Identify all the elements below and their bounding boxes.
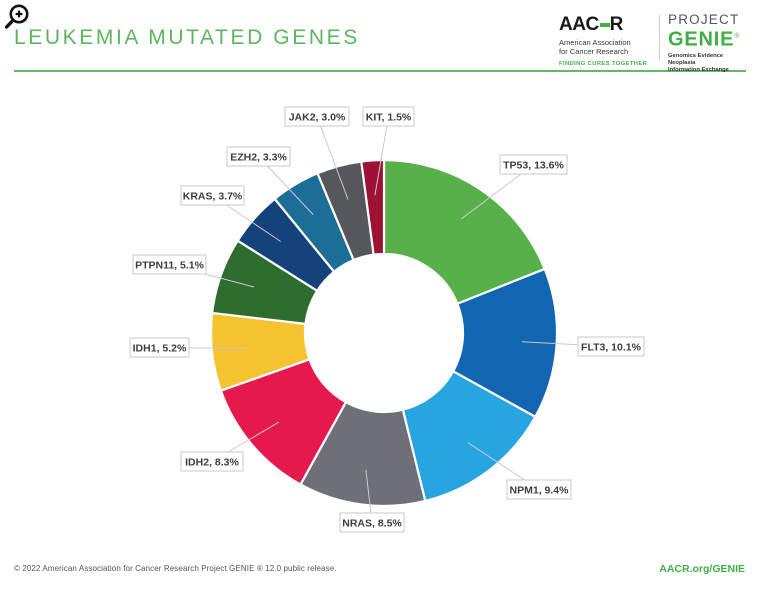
aacr-word-right: R [609,14,624,35]
label-text-ezh2: EZH2, 3.3% [230,151,287,163]
genie-subtitle-line1: Genomics Evidence Neoplasia [668,52,724,66]
label-box-idh2 [180,451,244,472]
leader-line-kit [374,116,389,196]
aacr-word-left: AAC [559,14,599,35]
genie-reg-mark: ® [734,33,741,40]
label-text-kit: KIT, 1.5% [366,111,412,123]
label-box-ezh2 [226,146,291,167]
aacr-subtitle: American Association for Cancer Research [559,38,651,56]
leader-line-jak2 [316,116,349,200]
aacr-tagline: FINDING CURES TOGETHER [559,61,648,67]
aacr-wordmark: AAC R [559,15,651,35]
genie-word: GENIE [668,28,735,51]
label-box-tp53 [499,154,568,175]
label-box-kras [180,185,245,206]
donut-slice-npm1 [401,369,537,503]
label-text-ptpn11: PTPN11, 5.1% [135,259,205,271]
label-box-jak2 [284,106,350,127]
label-box-idh1 [129,337,190,358]
label-box-flt3 [577,336,645,357]
logo-divider [659,15,660,61]
aacr-subtitle-line2: for Cancer Research [559,47,629,56]
donut-slice-tp53 [382,158,547,306]
aacr-logo: AAC R American Association for Cancer Res… [559,13,651,68]
label-text-tp53: TP53, 13.6% [503,159,564,171]
label-box-npm1 [506,479,572,500]
label-text-jak2: JAK2, 3.0% [289,111,346,123]
label-text-kras: KRAS, 3.7% [183,190,243,202]
genie-wordmark: GENIE® [668,27,752,50]
genie-subtitle: Genomics Evidence Neoplasia Information … [668,53,752,74]
project-genie-logo: PROJECT GENIE® Genomics Evidence Neoplas… [668,13,752,74]
donut-slice-kit [360,158,386,256]
logo-area: AAC R American Association for Cancer Res… [559,13,752,74]
label-box-nras [339,512,405,533]
label-box-ptpn11 [132,254,207,275]
aacr-genie-link[interactable]: AACR.org/GENIE [659,563,745,575]
zoom-in-magnifier-icon[interactable] [3,2,33,32]
copyright-text: © 2022 American Association for Cancer R… [14,564,337,573]
label-text-nras: NRAS, 8.5% [342,517,402,529]
page-title: LEUKEMIA MUTATED GENES [14,26,360,49]
label-text-idh1: IDH1, 5.2% [133,342,187,354]
aacr-green-dash [599,23,610,27]
magnifier-glyph [4,4,29,29]
title-underline [14,70,746,72]
label-text-idh2: IDH2, 8.3% [185,456,239,468]
genie-project-word: PROJECT [668,12,740,27]
aacr-subtitle-line1: American Association [559,38,631,47]
label-text-npm1: NPM1, 9.4% [510,484,570,496]
label-box-kit [362,106,415,127]
genie-subtitle-line2: Information Exchange [668,66,729,73]
label-text-flt3: FLT3, 10.1% [581,341,642,353]
